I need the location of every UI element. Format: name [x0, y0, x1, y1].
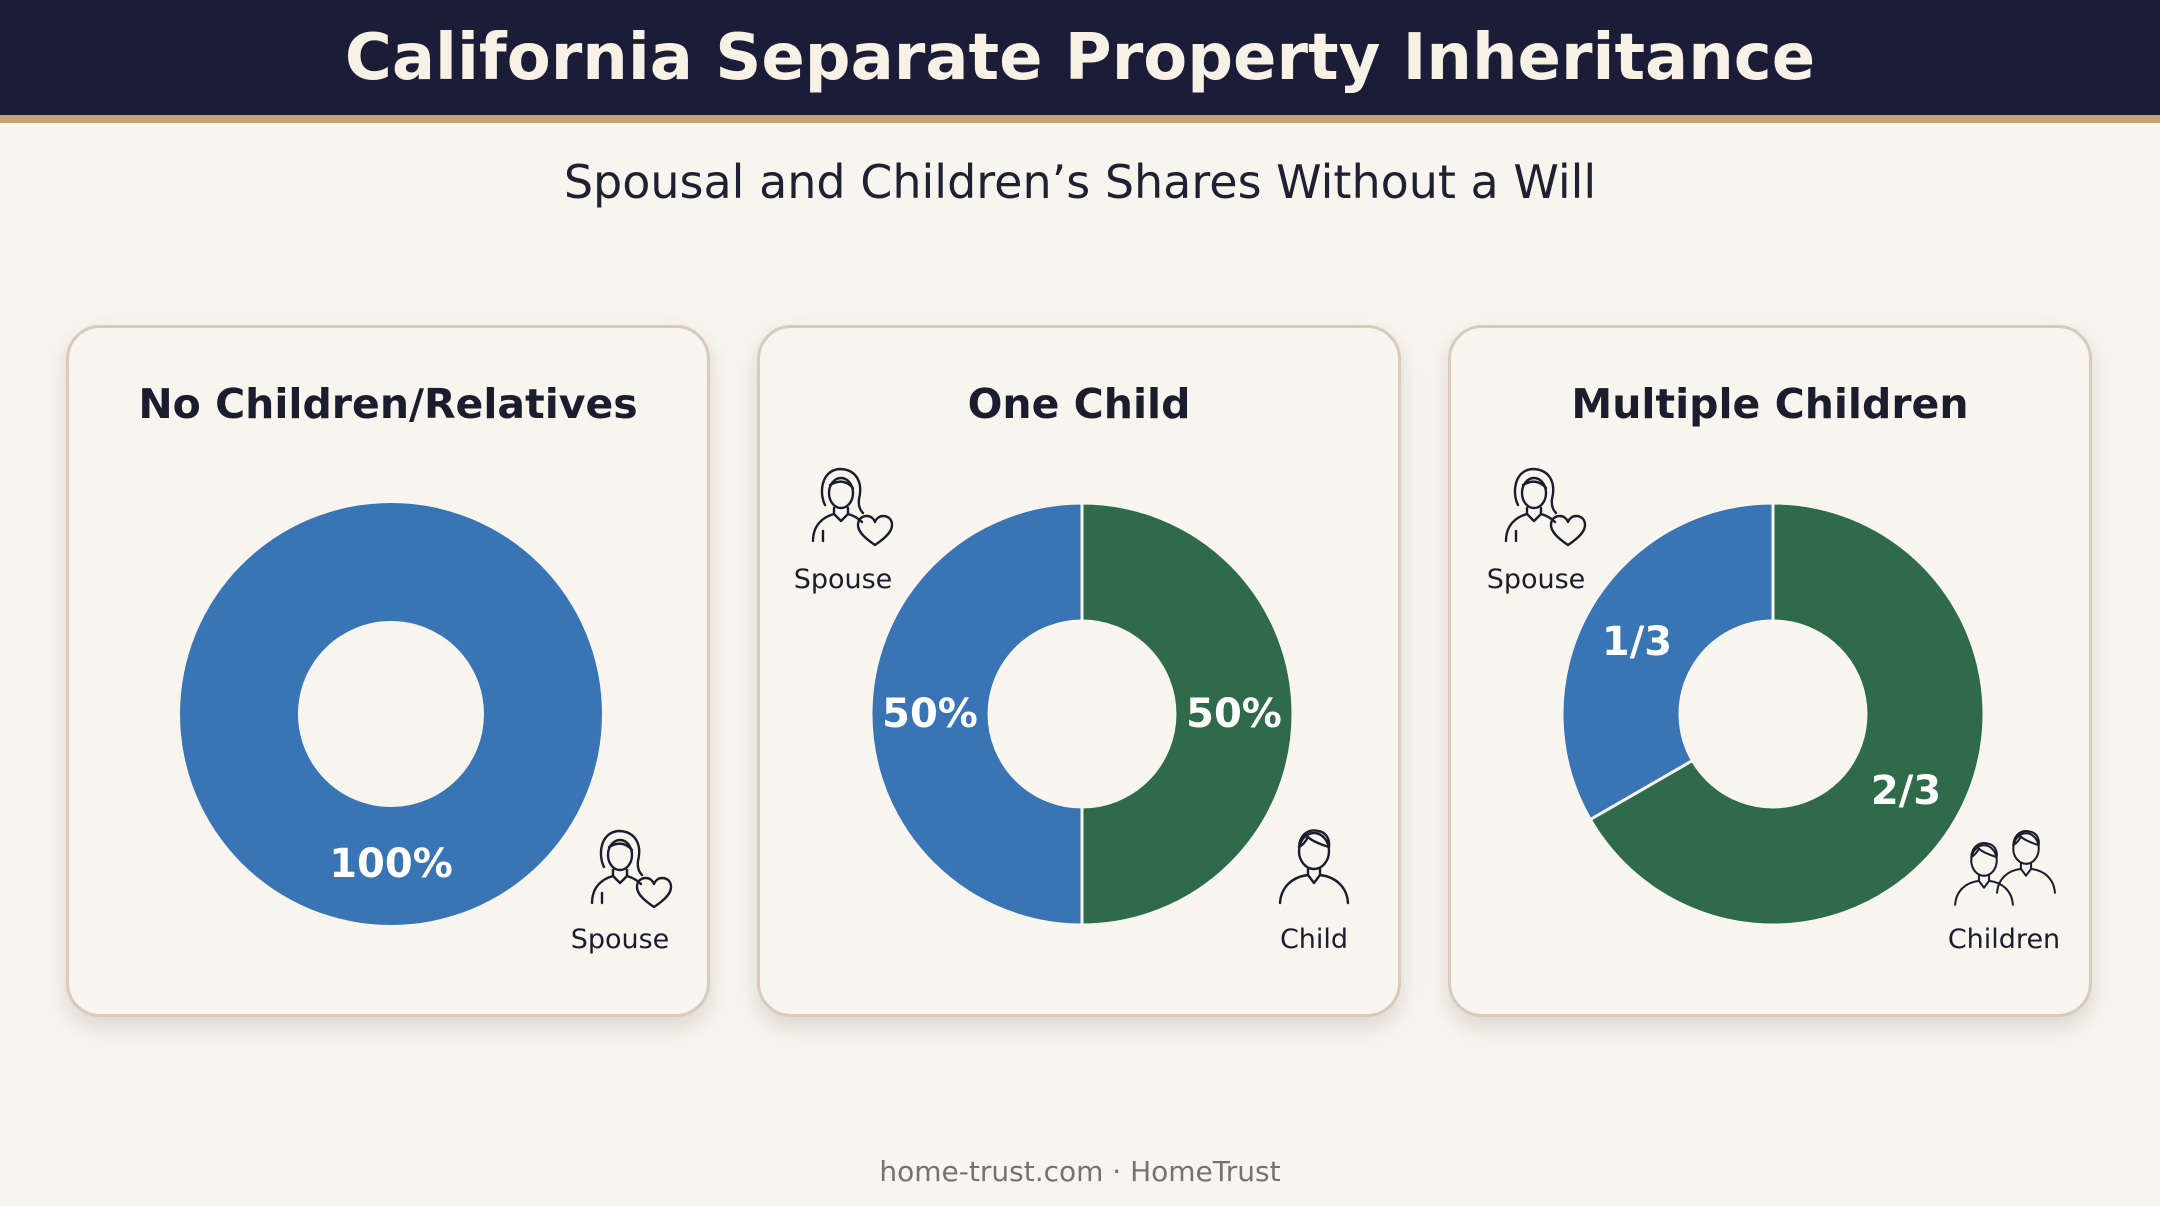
donut-slice-children	[1588, 501, 1986, 927]
chart-panel-multiple-children: Multiple Children 1/3 2/3 Spouse Children	[1448, 325, 2092, 1017]
footer-credit: home-trust.com · HomeTrust	[879, 1155, 1281, 1188]
spouse-icon	[590, 829, 673, 909]
legend-label: Spouse	[1487, 564, 1586, 595]
donut-slice-spouse	[1560, 501, 1775, 822]
chart-title: Multiple Children	[1571, 380, 1969, 428]
donut-slice-child	[1080, 501, 1295, 927]
chart-title: No Children/Relatives	[138, 380, 638, 428]
donut-slice-spouse	[869, 501, 1084, 927]
children-icon	[1954, 830, 2056, 906]
child-icon	[1278, 829, 1350, 905]
chart-panel-one-child: One Child 50% 50% Spouse Child	[757, 325, 1401, 1017]
legend-label: Spouse	[794, 564, 893, 595]
chart-title: One Child	[967, 380, 1191, 428]
slice-value-label: 50%	[882, 691, 978, 737]
donut-chart-no-children: 100% Spouse	[180, 503, 673, 955]
legend-label: Spouse	[571, 924, 670, 955]
slice-value-label: 50%	[1186, 691, 1282, 737]
page-subtitle: Spousal and Children’s Shares Without a …	[563, 155, 1597, 209]
spouse-icon	[1504, 467, 1587, 547]
legend-label: Children	[1948, 924, 2060, 955]
chart-panel-no-children: No Children/Relatives 100% Spouse	[66, 325, 710, 1017]
page-title: California Separate Property Inheritance	[344, 20, 1816, 95]
title-banner: California Separate Property Inheritance	[0, 0, 2160, 123]
donut-chart-multiple-children: 1/3 2/3 Spouse Children	[1487, 467, 2060, 955]
slice-value-label: 100%	[329, 841, 453, 887]
donut-slice-spouse	[180, 503, 602, 925]
donut-chart-one-child: 50% 50% Spouse Child	[794, 467, 1350, 955]
spouse-icon	[811, 467, 894, 547]
slice-value-label: 1/3	[1602, 619, 1672, 665]
legend-label: Child	[1280, 924, 1348, 955]
slice-value-label: 2/3	[1871, 768, 1941, 814]
